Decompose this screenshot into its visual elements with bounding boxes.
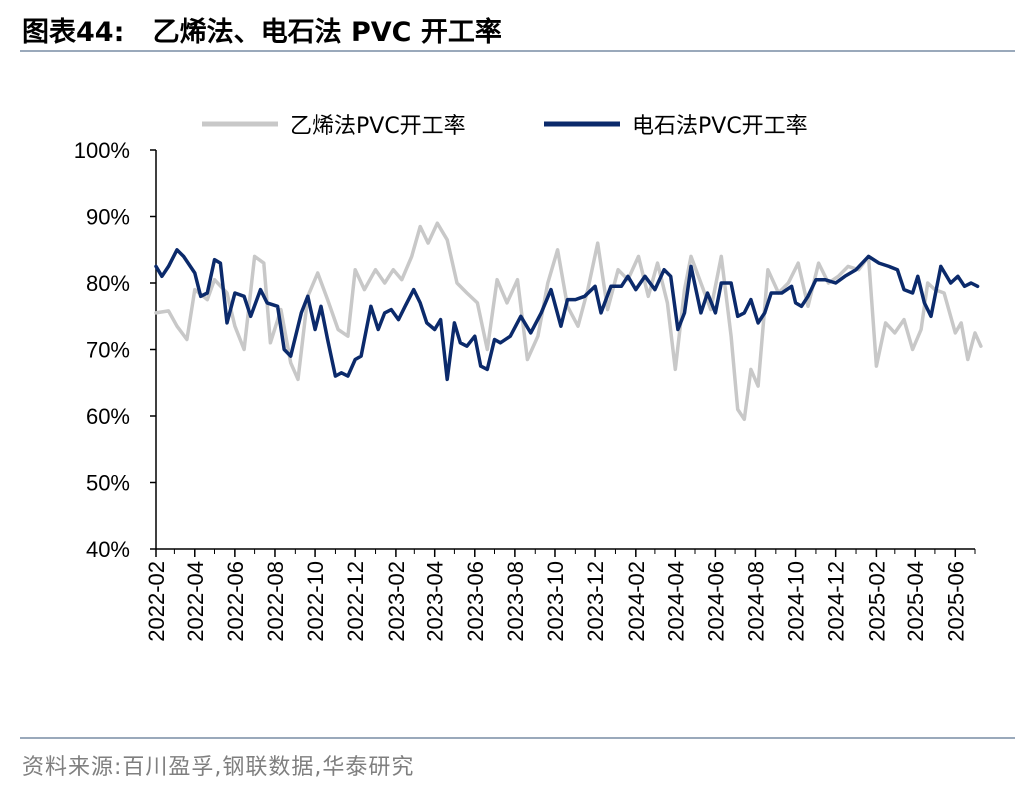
x-tick-label: 2024-12 xyxy=(824,561,849,642)
line-chart: 乙烯法PVC开工率 电石法PVC开工率 40% 50% 60% 70% 80% 90% 100… xyxy=(74,114,983,642)
y-tick-label: 90% xyxy=(86,205,130,230)
x-tick-label: 2024-06 xyxy=(703,561,728,642)
x-tick-label: 2023-08 xyxy=(503,561,528,642)
x-axis: 2022-02 2022-04 2022-06 2022-08 2022-10 2022-… xyxy=(144,548,976,642)
y-tick-label: 60% xyxy=(86,404,130,429)
y-tick-label: 70% xyxy=(86,338,130,363)
x-tick-label: 2022-10 xyxy=(303,561,328,642)
x-tick-label: 2024-02 xyxy=(624,561,649,642)
x-tick-label: 2023-12 xyxy=(583,561,608,642)
legend-label: 乙烯法PVC开工率 xyxy=(290,114,466,139)
series-layer xyxy=(154,221,983,422)
legend-label: 电石法PVC开工率 xyxy=(632,114,808,139)
x-tick-label: 2023-10 xyxy=(543,561,568,642)
chart-title: 图表44: 乙烯法、电石法 PVC 开工率 xyxy=(22,17,502,48)
source-note: 资料来源:百川盈孚,钢联数据,华泰研究 xyxy=(22,755,415,780)
chart-legend: 乙烯法PVC开工率 电石法PVC开工率 xyxy=(202,114,808,139)
y-tick-label: 80% xyxy=(86,271,130,296)
x-tick-label: 2024-10 xyxy=(784,561,809,642)
x-tick-label: 2023-06 xyxy=(463,561,488,642)
x-tick-label: 2025-06 xyxy=(943,561,968,642)
y-tick-label: 50% xyxy=(86,471,130,496)
x-tick-label: 2023-04 xyxy=(423,561,448,642)
x-tick-label: 2022-08 xyxy=(263,561,288,642)
x-tick-label: 2022-12 xyxy=(343,561,368,642)
header-rule xyxy=(20,50,1015,52)
x-tick-label: 2023-02 xyxy=(384,561,409,642)
x-tick-label: 2022-06 xyxy=(223,561,248,642)
x-tick-label: 2025-02 xyxy=(864,561,889,642)
x-tick-label: 2022-02 xyxy=(144,561,169,642)
x-tick-label: 2024-04 xyxy=(663,561,688,642)
x-tick-label: 2024-08 xyxy=(743,561,768,642)
x-tick-label: 2025-04 xyxy=(903,561,928,642)
carbide-series-line xyxy=(154,248,980,382)
y-tick-label: 100% xyxy=(74,138,130,163)
footer-rule xyxy=(20,737,1015,739)
y-axis: 40% 50% 60% 70% 80% 90% 100% xyxy=(74,138,157,562)
y-tick-label: 40% xyxy=(86,537,130,562)
x-tick-label: 2022-04 xyxy=(183,561,208,642)
